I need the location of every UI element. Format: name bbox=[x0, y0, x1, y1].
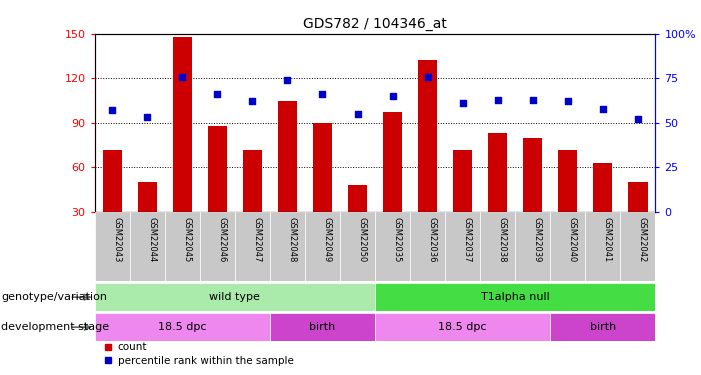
Point bbox=[107, 107, 118, 113]
Legend: count, percentile rank within the sample: count, percentile rank within the sample bbox=[100, 338, 298, 370]
Point bbox=[457, 100, 468, 106]
Text: GSM22035: GSM22035 bbox=[393, 217, 402, 263]
Text: GSM22047: GSM22047 bbox=[252, 217, 261, 263]
Bar bbox=[313, 123, 332, 212]
Bar bbox=[102, 150, 122, 212]
Text: GSM22040: GSM22040 bbox=[568, 217, 577, 262]
Point bbox=[282, 77, 293, 83]
Bar bbox=[418, 60, 437, 212]
Text: GSM22045: GSM22045 bbox=[182, 217, 191, 262]
Point bbox=[387, 93, 398, 99]
Bar bbox=[200, 212, 235, 281]
Bar bbox=[207, 126, 227, 212]
Bar bbox=[235, 212, 270, 281]
Text: GSM22046: GSM22046 bbox=[217, 217, 226, 263]
Bar bbox=[523, 138, 543, 212]
Bar bbox=[375, 212, 410, 281]
Text: 18.5 dpc: 18.5 dpc bbox=[438, 322, 487, 332]
Text: GSM22042: GSM22042 bbox=[638, 217, 647, 262]
Text: GSM22049: GSM22049 bbox=[322, 217, 332, 262]
Point bbox=[142, 114, 153, 120]
Bar bbox=[550, 212, 585, 281]
Text: development stage: development stage bbox=[1, 322, 109, 332]
Text: birth: birth bbox=[309, 322, 336, 332]
Text: GSM22048: GSM22048 bbox=[287, 217, 297, 263]
Bar bbox=[270, 313, 375, 341]
Point bbox=[177, 74, 188, 80]
Text: GSM22043: GSM22043 bbox=[112, 217, 121, 263]
Bar bbox=[585, 212, 620, 281]
Point bbox=[352, 111, 363, 117]
Bar bbox=[270, 212, 305, 281]
Bar bbox=[515, 212, 550, 281]
Point bbox=[422, 74, 433, 80]
Bar bbox=[628, 182, 648, 212]
Text: GSM22044: GSM22044 bbox=[147, 217, 156, 262]
Bar bbox=[137, 182, 157, 212]
Point bbox=[247, 99, 258, 105]
Title: GDS782 / 104346_at: GDS782 / 104346_at bbox=[303, 17, 447, 32]
Text: T1alpha null: T1alpha null bbox=[481, 292, 550, 302]
Bar bbox=[95, 283, 375, 311]
Point bbox=[597, 106, 608, 112]
Bar bbox=[348, 185, 367, 212]
Bar bbox=[130, 212, 165, 281]
Bar bbox=[375, 283, 655, 311]
Bar bbox=[243, 150, 262, 212]
Text: GSM22050: GSM22050 bbox=[358, 217, 367, 262]
Bar bbox=[305, 212, 340, 281]
Point bbox=[562, 99, 573, 105]
Text: GSM22039: GSM22039 bbox=[533, 217, 542, 263]
Point bbox=[212, 92, 223, 98]
Bar bbox=[278, 100, 297, 212]
Text: GSM22038: GSM22038 bbox=[498, 217, 507, 263]
Bar bbox=[383, 112, 402, 212]
Text: wild type: wild type bbox=[210, 292, 260, 302]
Point bbox=[527, 97, 538, 103]
Bar bbox=[593, 163, 613, 212]
Text: 18.5 dpc: 18.5 dpc bbox=[158, 322, 207, 332]
Bar bbox=[550, 313, 655, 341]
Text: GSM22041: GSM22041 bbox=[603, 217, 612, 262]
Bar bbox=[95, 212, 130, 281]
Bar bbox=[95, 313, 270, 341]
Bar bbox=[620, 212, 655, 281]
Bar bbox=[410, 212, 445, 281]
Bar bbox=[375, 313, 550, 341]
Bar bbox=[488, 133, 508, 212]
Point bbox=[492, 97, 503, 103]
Point bbox=[632, 116, 644, 122]
Bar bbox=[558, 150, 578, 212]
Bar bbox=[445, 212, 480, 281]
Text: genotype/variation: genotype/variation bbox=[1, 292, 107, 302]
Text: birth: birth bbox=[590, 322, 616, 332]
Bar bbox=[165, 212, 200, 281]
Bar bbox=[172, 37, 192, 212]
Point bbox=[317, 92, 328, 98]
Bar bbox=[480, 212, 515, 281]
Bar bbox=[340, 212, 375, 281]
Text: GSM22036: GSM22036 bbox=[428, 217, 437, 263]
Bar bbox=[453, 150, 472, 212]
Text: GSM22037: GSM22037 bbox=[463, 217, 472, 263]
